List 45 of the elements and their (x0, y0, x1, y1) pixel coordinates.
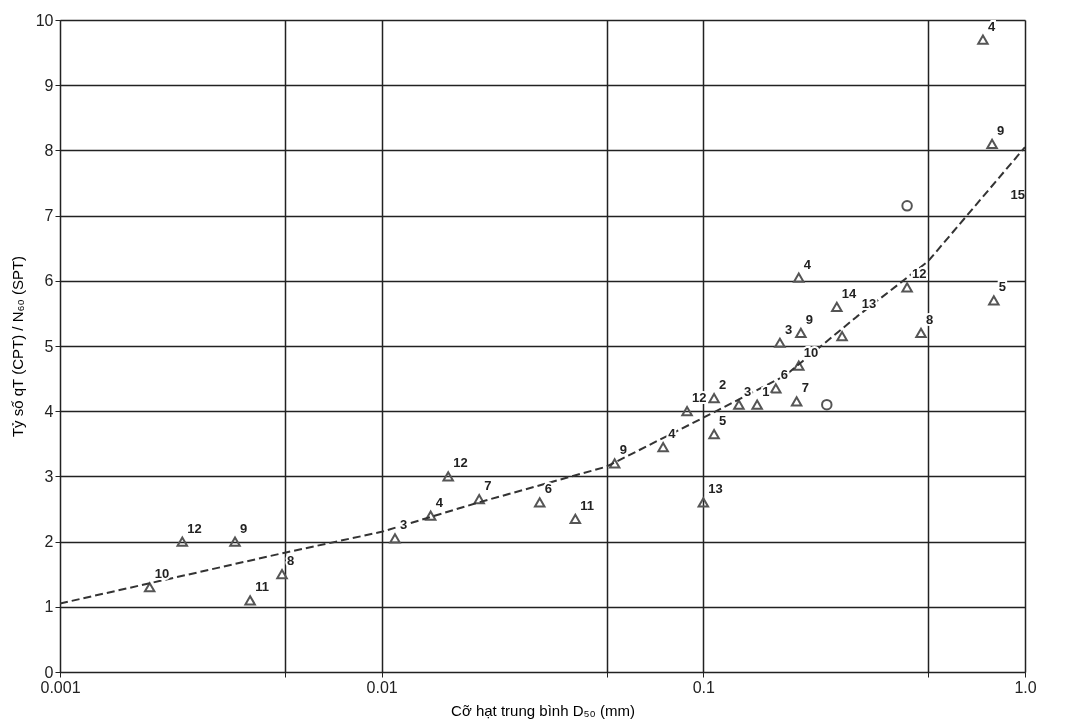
annotation: 4 (803, 256, 812, 272)
annotation: 4 (987, 18, 996, 34)
annotation: 15 (1010, 187, 1025, 202)
annotation: 10 (154, 566, 170, 582)
annotation: 9 (997, 122, 1005, 138)
annotation: 1 (762, 383, 770, 399)
y-tick-label: 6 (44, 272, 54, 290)
annotation: 12 (453, 455, 468, 471)
y-tick-label: 3 (44, 467, 54, 485)
annotation: 14 (841, 285, 858, 301)
y-tick-label: 2 (44, 533, 54, 551)
annotation: 4 (435, 494, 444, 510)
x-tick-label: 0.01 (366, 678, 398, 696)
annotation: 3 (784, 321, 793, 337)
x-tick-label: 0.001 (40, 678, 81, 696)
annotation: 12 (187, 520, 202, 536)
annotation: 12 (912, 266, 927, 282)
annotation: 2 (719, 377, 727, 393)
y-tick-label: 10 (35, 11, 54, 29)
x-tick-label: 1.0 (1014, 678, 1037, 696)
annotation: 5 (719, 413, 727, 429)
annotation: 9 (619, 442, 627, 458)
y-tick-label: 4 (44, 402, 54, 420)
annotation: 5 (998, 279, 1007, 295)
annotation: 13 (861, 295, 877, 311)
annotation: 10 (803, 344, 819, 360)
annotation: 7 (801, 380, 809, 396)
y-tick-label: 7 (44, 207, 54, 225)
annotation: 6 (544, 481, 552, 497)
annotation: 11 (580, 497, 595, 513)
x-tick-label: 0.1 (692, 678, 716, 696)
y-axis-title: Tỷ số qT (CPT) / N₆₀ (SPT) (8, 255, 26, 438)
annotation: 9 (240, 520, 248, 536)
y-tick-label: 0 (44, 663, 54, 681)
y-tick-label: 9 (44, 76, 54, 94)
annotation: 13 (708, 481, 723, 497)
x-axis-title: Cỡ hạt trung bình D₅₀ (mm) (451, 701, 635, 719)
y-tick-label: 5 (44, 337, 54, 355)
y-tick-label: 1 (44, 598, 54, 616)
annotation: 11 (255, 579, 269, 595)
y-tick-label: 8 (44, 141, 54, 159)
annotation: 8 (287, 553, 295, 569)
annotation: 6 (780, 367, 789, 383)
annotation: 9 (805, 311, 814, 327)
annotation: 7 (484, 478, 492, 494)
